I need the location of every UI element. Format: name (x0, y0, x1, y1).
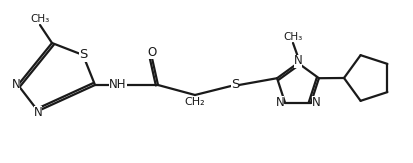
Text: N: N (33, 105, 43, 119)
Text: N: N (294, 54, 302, 67)
Text: N: N (12, 79, 20, 91)
Text: S: S (231, 79, 239, 91)
Text: N: N (311, 96, 320, 109)
Text: CH₂: CH₂ (185, 97, 205, 107)
Text: CH₃: CH₃ (283, 32, 303, 42)
Text: N: N (276, 96, 285, 109)
Text: NH: NH (109, 79, 127, 91)
Text: CH₃: CH₃ (31, 14, 50, 24)
Text: O: O (147, 45, 157, 59)
Text: S: S (79, 49, 87, 61)
